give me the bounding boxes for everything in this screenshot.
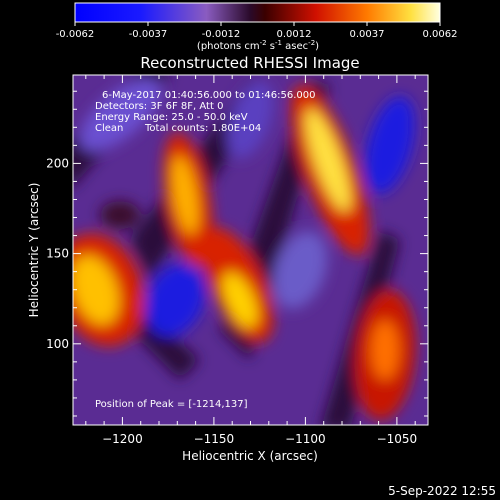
x-axis-label: Heliocentric X (arcsec) [182,449,318,463]
y-axis: 100 150 200 [46,90,428,417]
colorbar-tick-label: -0.0037 [129,29,168,40]
annotation-counts: Total counts: 1.80E+04 [144,123,261,134]
footer-timestamp: 5-Sep-2022 12:55 [388,484,496,498]
colorbar-units: (photons cm-2 s-1 asec-2) [197,39,319,52]
x-tick-label: −1050 [377,432,418,446]
annotation-clean: Clean [95,123,123,134]
y-tick-label: 150 [46,247,69,261]
y-tick-label: 100 [46,337,69,351]
x-axis: −1200 −1150 −1100 −1050 [85,75,418,446]
peak-position-label: Position of Peak = [-1214,137] [95,399,248,410]
annotation-detectors: Detectors: 3F 6F 8F, Att 0 [95,101,223,112]
colorbar-tick-label: 0.0062 [423,29,458,40]
x-tick-label: −1150 [194,432,235,446]
colorbar-tick-label: 0.0012 [277,29,312,40]
heatmap-image [73,75,428,425]
chart-title: Reconstructed RHESSI Image [140,54,359,72]
y-axis-label: Heliocentric Y (arcsec) [27,183,41,318]
y-tick-label: 200 [46,156,69,170]
x-tick-label: −1100 [285,432,326,446]
annotation-block: 6-May-2017 01:40:56.000 to 01:46:56.000 … [95,90,315,134]
colorbar-tick-label: -0.0012 [202,29,241,40]
colorbar [74,2,441,23]
annotation-energy: Energy Range: 25.0 - 50.0 keV [95,112,248,123]
annotation-time: 6-May-2017 01:40:56.000 to 01:46:56.000 [102,90,315,101]
colorbar-tick-label: 0.0037 [350,29,385,40]
colorbar-tick-label: -0.0062 [56,29,95,40]
x-tick-label: −1200 [102,432,143,446]
colorbar-ticks: -0.0062 -0.0037 -0.0012 0.0012 0.0037 0.0062 [56,22,458,40]
